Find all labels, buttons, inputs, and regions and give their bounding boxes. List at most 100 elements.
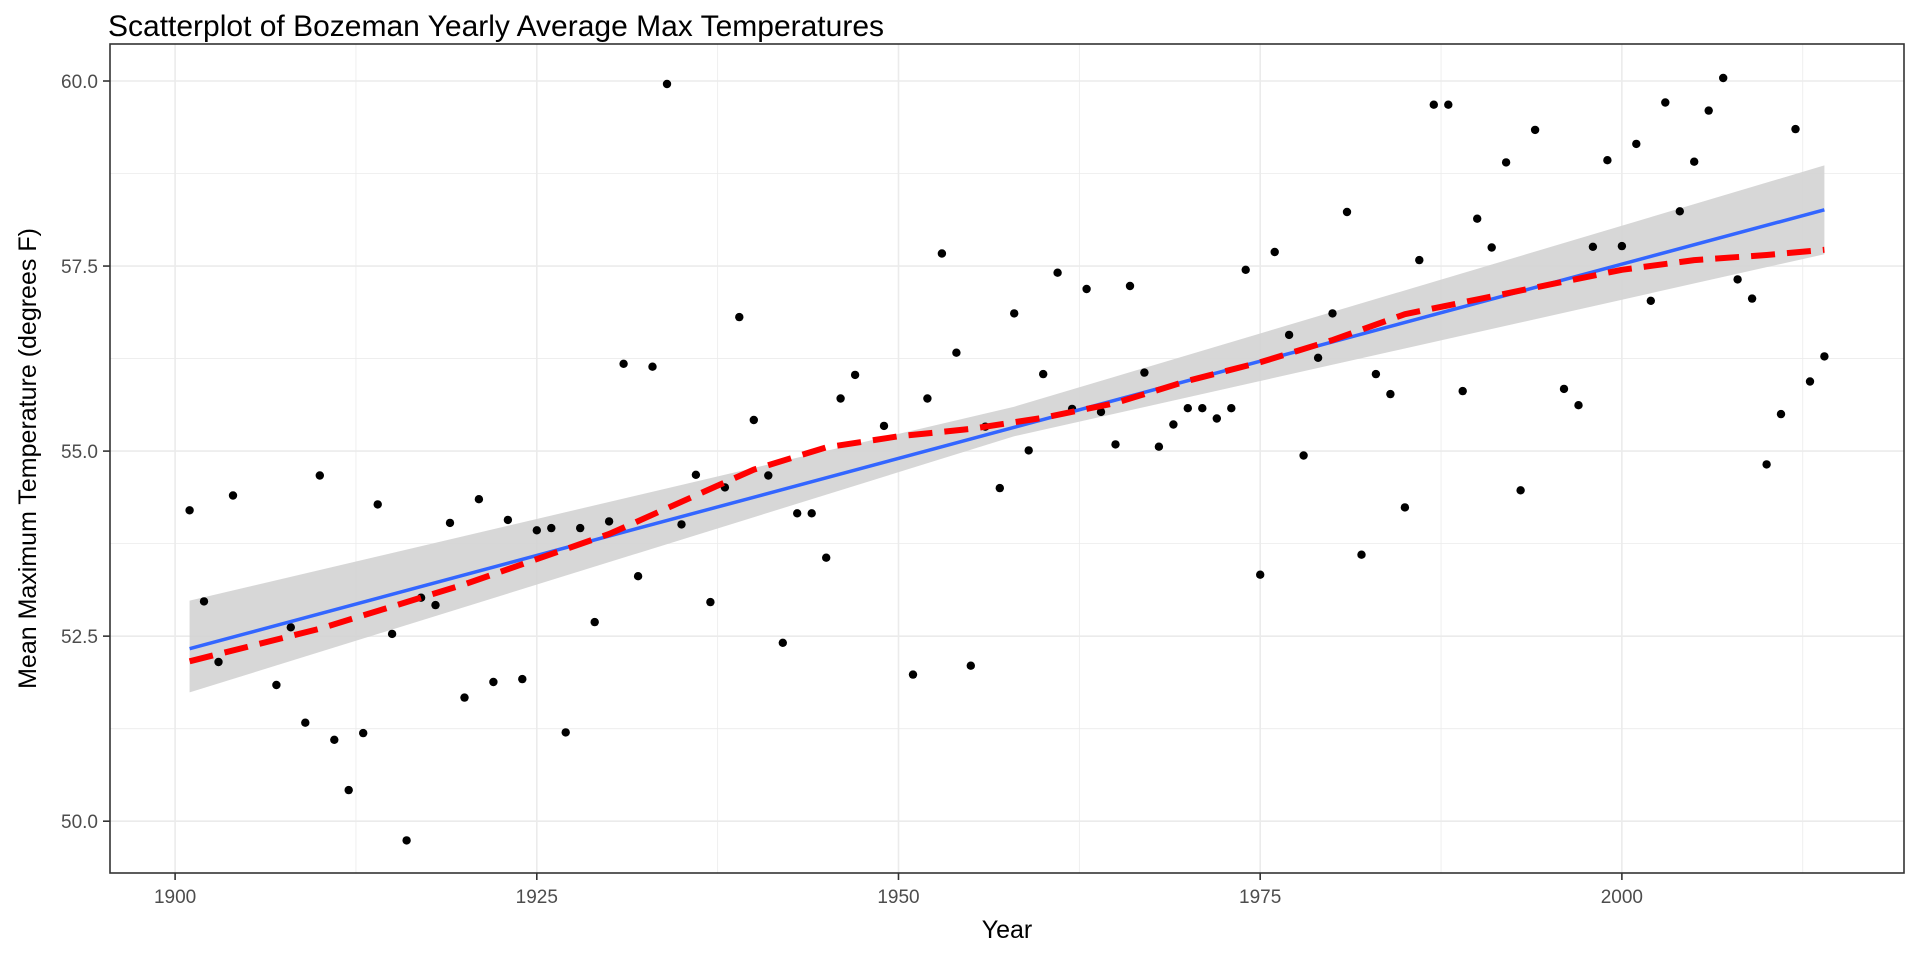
data-point [749,415,758,425]
data-point [1776,409,1786,419]
data-point [677,520,686,529]
data-point [735,312,744,322]
data-point [1530,125,1540,135]
data-point [1400,503,1410,512]
data-point [850,370,860,380]
data-point [995,483,1004,493]
data-point [1704,106,1713,115]
data-point [1096,407,1106,417]
data-point [793,509,802,518]
data-point [1574,401,1583,410]
data-point [1719,73,1728,83]
data-point [1791,124,1800,134]
data-point [619,359,628,368]
data-point [633,572,643,581]
data-point [1198,404,1207,413]
data-point [908,670,918,679]
data-point [373,500,382,509]
data-point [344,785,353,795]
data-point [1661,98,1670,107]
data-point [1183,404,1193,413]
data-point [1675,207,1685,216]
data-point [1227,404,1236,413]
data-point [576,523,585,533]
data-point [937,249,947,258]
data-point [1415,255,1424,265]
data-point [402,836,411,845]
data-point [1313,353,1323,362]
data-point [547,523,556,533]
data-point [1256,570,1265,579]
data-point [532,526,541,535]
data-point [214,657,223,667]
data-point [489,677,498,687]
y-tick-label: 57.5 [61,257,98,278]
data-point [1284,330,1294,340]
data-point [1342,207,1352,217]
smooth-fit-line [188,246,1825,665]
data-point [1516,486,1525,495]
data-point [1371,369,1381,379]
y-tick-label: 50.0 [61,812,98,833]
y-tick-label: 55.0 [61,442,98,463]
data-point [1632,139,1641,149]
minor-gridlines [110,44,1904,873]
x-tick-label: 1975 [1239,887,1281,908]
data-point [1212,414,1222,423]
data-point [228,491,238,500]
data-point [778,638,787,647]
data-point [1270,247,1279,257]
data-point [1140,368,1149,377]
data-point [315,471,324,480]
data-point [923,394,932,403]
data-point [518,674,527,684]
data-point [431,600,440,610]
data-point [1357,550,1366,559]
x-tick-label: 1950 [877,887,919,908]
chart-title: Scatterplot of Bozeman Yearly Average Ma… [108,10,885,43]
data-point [1690,157,1699,166]
data-point [1820,352,1829,361]
data-point [1125,281,1135,291]
data-point [1805,377,1815,386]
data-point [836,394,845,403]
data-point [1039,369,1048,379]
data-point [1111,440,1120,449]
data-point [1154,442,1164,451]
data-point [662,79,672,89]
data-point [1458,386,1467,396]
data-point [301,718,310,727]
panel-border [109,43,1905,874]
data-point [1444,100,1453,109]
data-point [1617,241,1627,251]
data-point [764,471,773,480]
x-tick-label: 1900 [154,887,196,908]
data-point [1010,309,1019,318]
data-point [1386,389,1395,399]
data-point [590,617,599,627]
data-point [1299,451,1308,460]
data-point [272,680,281,690]
data-point [185,506,194,515]
data-point [706,597,715,607]
data-point [1053,268,1062,277]
data-point [1559,384,1569,394]
data-point [1082,284,1091,294]
data-point [1473,214,1482,223]
data-point [1762,460,1771,469]
data-point [286,623,295,632]
data-point [1501,158,1511,167]
major-gridlines [110,44,1904,873]
y-tick-label: 60.0 [61,72,98,93]
data-point [199,597,209,606]
data-point [503,515,513,525]
data-point [1733,275,1742,284]
data-point [952,348,961,357]
data-point [1241,265,1250,274]
data-point [330,735,339,744]
data-point [879,421,889,431]
data-point [807,509,816,518]
x-tick-label: 2000 [1601,887,1643,908]
y-tick-label: 52.5 [61,627,98,648]
